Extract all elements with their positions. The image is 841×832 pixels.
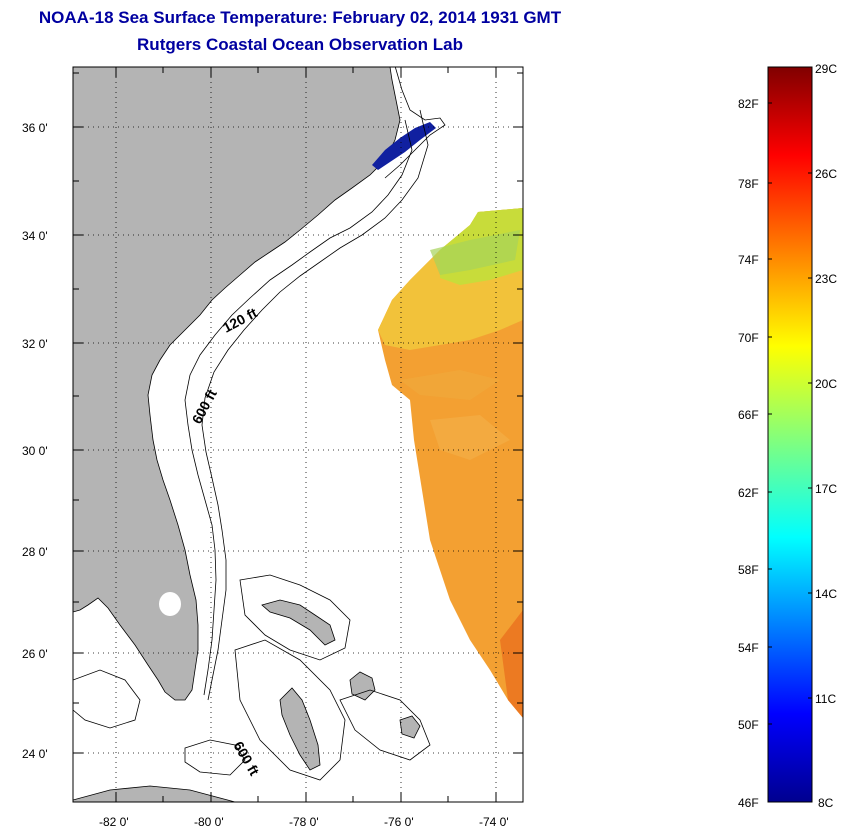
lat-label: 34 0' <box>22 229 48 243</box>
cuba <box>73 785 236 802</box>
bathymetry-contours <box>73 109 431 781</box>
colorbar-f-label: 70F <box>738 331 759 345</box>
lat-label: 30 0' <box>22 444 48 458</box>
fahrenheit-labels: 82F 78F 74F 70F 66F 62F 58F 54F 50F 46F <box>738 97 759 810</box>
colorbar-c-label: 23C <box>815 272 837 286</box>
map-panel: 120 ft 600 ft 600 ft <box>73 67 523 802</box>
temperature-colorbar: 82F 78F 74F 70F 66F 62F 58F 54F 50F 46F … <box>738 62 837 810</box>
colorbar-f-label: 50F <box>738 718 759 732</box>
lon-label: -82 0' <box>99 815 129 829</box>
colorbar-f-label: 46F <box>738 796 759 810</box>
colorbar-f-label: 62F <box>738 486 759 500</box>
lat-label: 36 0' <box>22 121 48 135</box>
mainland-us <box>73 67 401 701</box>
grand-bahama <box>261 599 336 646</box>
colorbar-f-label: 54F <box>738 641 759 655</box>
colorbar-c-label: 26C <box>815 167 837 181</box>
map-title: NOAA-18 Sea Surface Temperature: Februar… <box>38 8 562 27</box>
map-subtitle: Rutgers Coastal Ocean Observation Lab <box>137 35 463 54</box>
lon-label: -74 0' <box>479 815 509 829</box>
colorbar-f-label: 78F <box>738 177 759 191</box>
colorbar-f-label: 74F <box>738 253 759 267</box>
pamlico-sound <box>372 122 436 170</box>
colorbar-f-label: 58F <box>738 563 759 577</box>
lon-label: -80 0' <box>194 815 224 829</box>
colorbar-f-label: 82F <box>738 97 759 111</box>
colorbar-c-label: 20C <box>815 377 837 391</box>
latitude-labels: 36 0' 34 0' 32 0' 30 0' 28 0' 26 0' 24 0… <box>22 121 48 761</box>
colorbar-c-label: 29C <box>815 62 837 76</box>
map-frame <box>72 66 524 803</box>
colorbar-c-label: 17C <box>815 482 837 496</box>
map-ticks <box>73 67 523 802</box>
colorbar-c-label: 14C <box>815 587 837 601</box>
longitude-labels: -82 0' -80 0' -78 0' -76 0' -74 0' <box>99 815 509 829</box>
lat-label: 24 0' <box>22 747 48 761</box>
andros-island <box>279 687 321 771</box>
celsius-labels: 29C 26C 23C 20C 17C 14C 11C 8C <box>815 62 837 810</box>
colorbar-gradient <box>767 66 813 803</box>
colorbar-c-label: 8C <box>818 796 834 810</box>
lake-okeechobee <box>159 592 181 616</box>
lon-label: -78 0' <box>289 815 319 829</box>
colorbar-f-label: 66F <box>738 408 759 422</box>
lat-label: 32 0' <box>22 337 48 351</box>
colorbar-c-label: 11C <box>815 692 836 706</box>
sst-swath <box>378 208 523 718</box>
graticule <box>73 67 523 802</box>
lon-label: -76 0' <box>384 815 414 829</box>
lat-label: 28 0' <box>22 545 48 559</box>
lat-label: 26 0' <box>22 647 48 661</box>
